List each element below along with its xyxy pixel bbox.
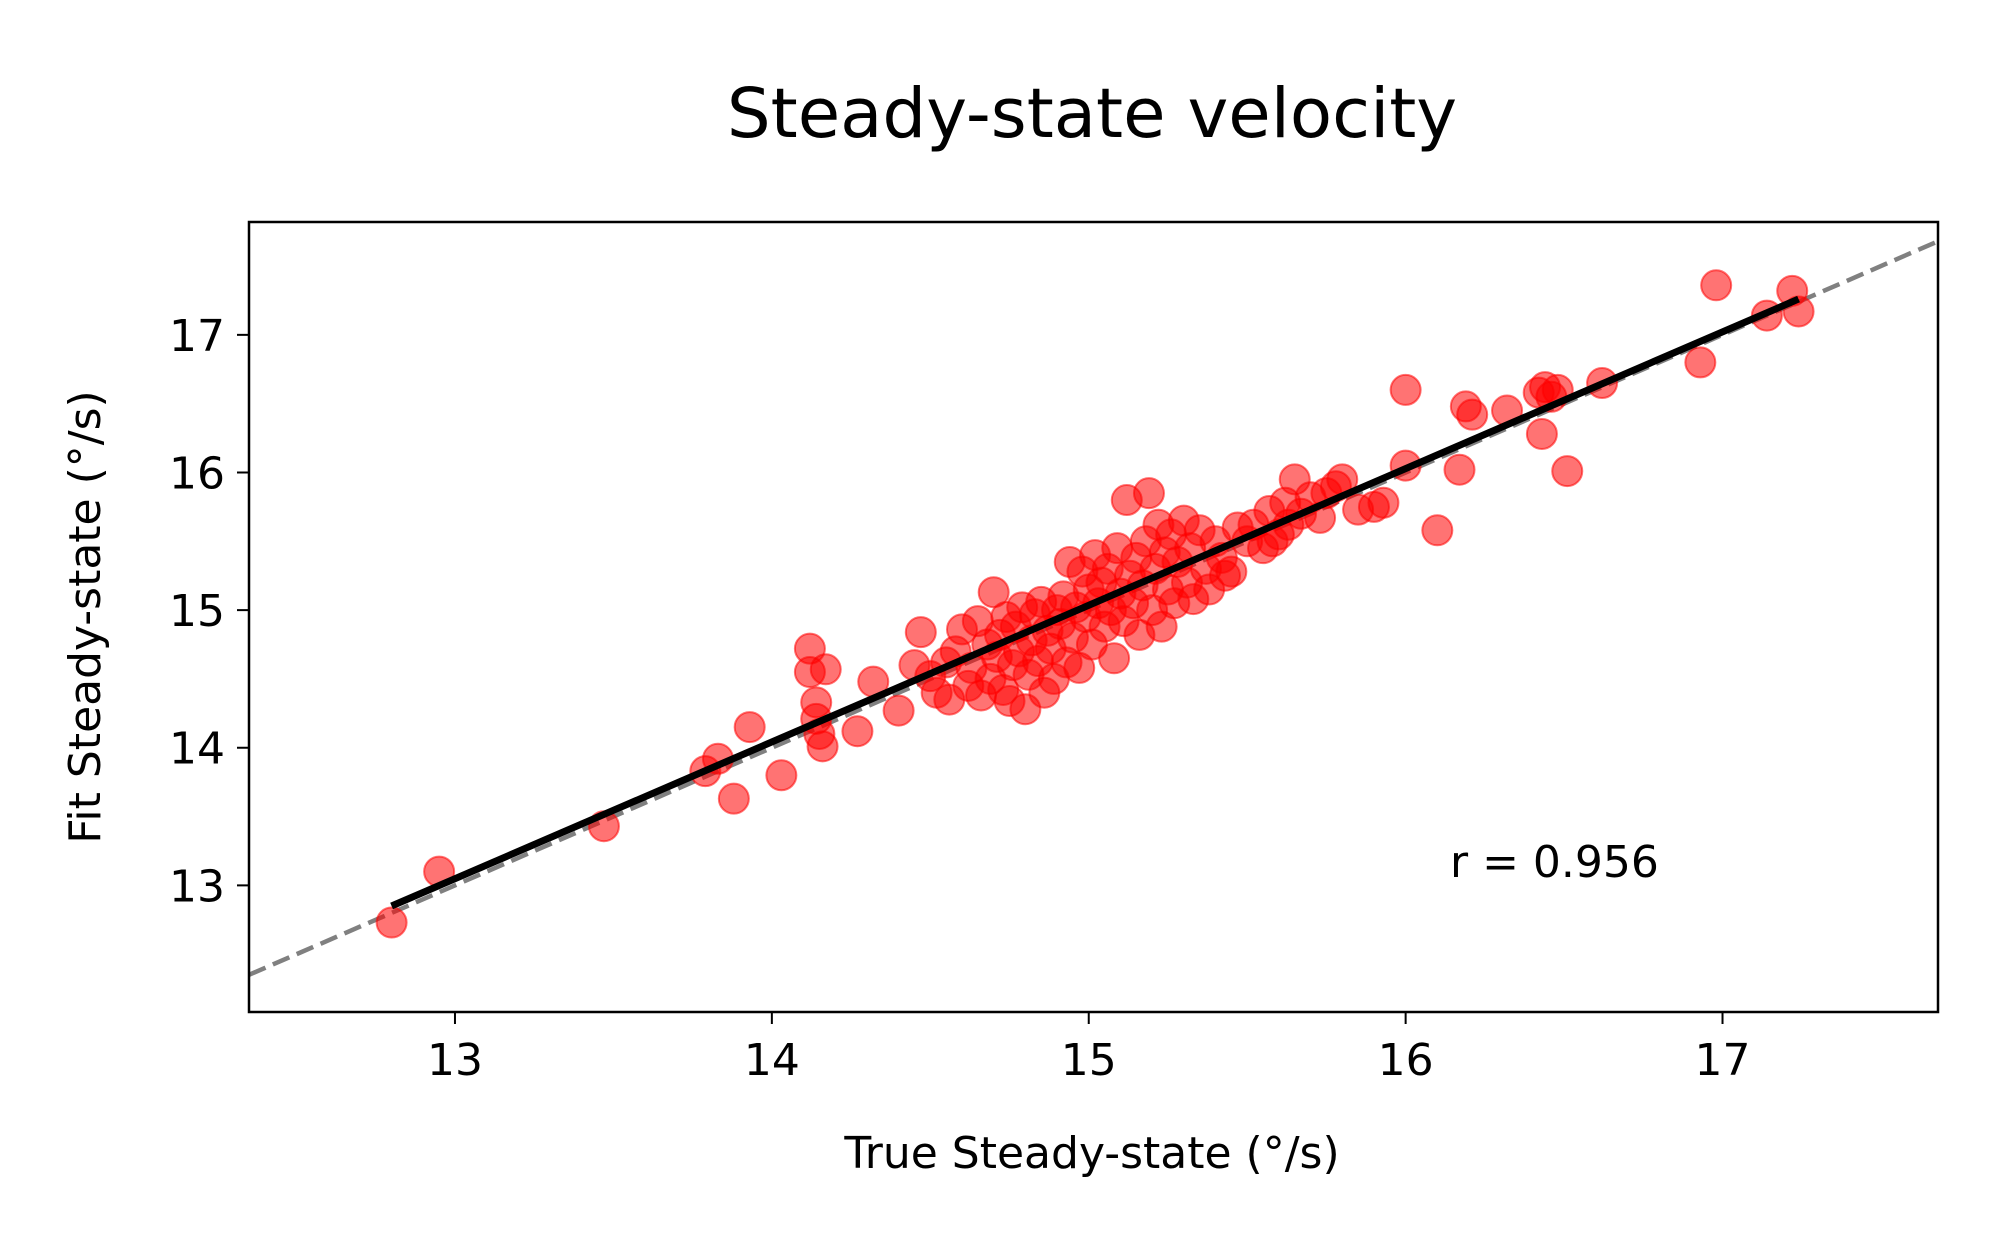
chart-title: Steady-state velocity — [727, 74, 1457, 154]
plot-marks — [249, 239, 1938, 977]
data-point — [800, 686, 833, 719]
data-point — [1132, 477, 1165, 510]
fit-line — [390, 295, 1800, 910]
data-point — [1389, 373, 1422, 406]
data-point — [904, 616, 937, 649]
data-point — [1551, 455, 1584, 488]
y-tick-label: 16 — [169, 448, 225, 499]
data-point — [717, 782, 750, 815]
data-point — [1684, 346, 1717, 379]
x-tick-label: 14 — [744, 1035, 800, 1086]
data-point — [1456, 398, 1489, 431]
data-point — [1215, 555, 1248, 588]
data-point — [375, 906, 408, 939]
x-tick-label: 16 — [1378, 1035, 1434, 1086]
data-point — [1421, 514, 1454, 547]
data-point — [765, 759, 798, 792]
correlation-annotation: r = 0.956 — [1450, 837, 1659, 888]
y-tick-label: 14 — [169, 724, 225, 775]
x-tick-label: 13 — [427, 1035, 483, 1086]
data-point — [841, 715, 874, 748]
data-point — [806, 730, 839, 763]
data-point — [1367, 486, 1400, 519]
y-tick-label: 13 — [169, 861, 225, 912]
x-tick-label: 17 — [1695, 1035, 1751, 1086]
data-point — [733, 711, 766, 744]
data-point — [882, 694, 915, 727]
y-axis-ticks: 13 14 15 16 17 — [169, 311, 249, 912]
x-axis-ticks: 13 14 15 16 17 — [427, 1012, 1751, 1086]
x-axis-label: True Steady-state (°/s) — [843, 1128, 1339, 1179]
data-point — [1443, 453, 1476, 486]
data-point — [1525, 417, 1558, 450]
data-point — [809, 653, 842, 686]
y-axis-label: Fit Steady-state (°/s) — [60, 390, 111, 843]
x-tick-label: 15 — [1061, 1035, 1117, 1086]
data-point — [977, 576, 1010, 609]
data-point — [1700, 269, 1733, 302]
y-tick-label: 17 — [169, 311, 225, 362]
data-point — [1098, 642, 1131, 675]
y-tick-label: 15 — [169, 586, 225, 637]
plot-frame — [247, 220, 1940, 1014]
